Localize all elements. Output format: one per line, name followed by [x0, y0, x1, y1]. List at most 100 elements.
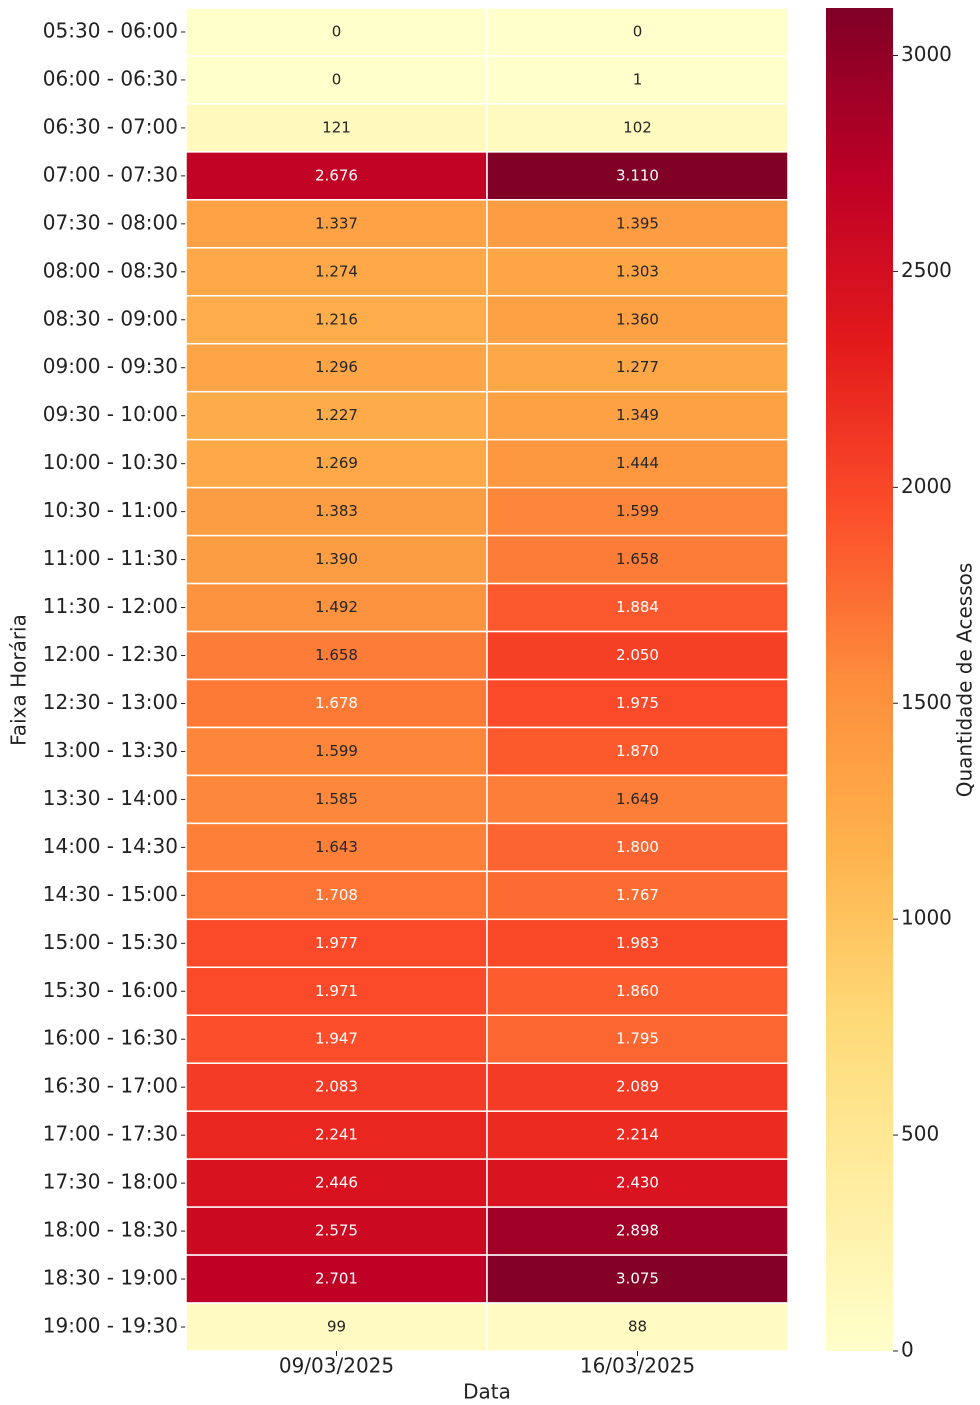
cell-label: 1.227 — [315, 406, 358, 424]
heatmap-cell — [185, 822, 488, 873]
cell-label: 1.383 — [315, 502, 358, 520]
cell-label: 1.947 — [315, 1030, 358, 1048]
heatmap-cell — [185, 438, 488, 489]
cell-label: 1.277 — [616, 358, 659, 376]
y-tick-label: 11:30 - 12:00 — [43, 594, 178, 618]
heatmap-cell — [486, 870, 789, 921]
cell-label: 1.971 — [315, 982, 358, 1000]
y-tick-label: 07:30 - 08:00 — [43, 210, 178, 234]
y-tick-label: 12:00 - 12:30 — [43, 642, 178, 666]
heatmap-cell — [185, 1254, 488, 1304]
heatmap-cell — [185, 1062, 488, 1112]
heatmap-cell — [486, 1110, 789, 1160]
cell-label: 2.050 — [616, 646, 659, 664]
x-tick-label: 16/03/2025 — [580, 1354, 695, 1378]
y-tick-label: 10:00 - 10:30 — [43, 450, 178, 474]
heatmap-cell — [185, 1014, 488, 1064]
heatmap-cell — [486, 247, 789, 297]
heatmap-cell — [486, 1158, 789, 1208]
heatmap-cell — [185, 247, 488, 297]
cell-label: 1.390 — [315, 550, 358, 568]
cell-label: 1.296 — [315, 358, 358, 376]
heatmap-cell — [185, 1302, 488, 1352]
y-tick-label: 16:00 - 16:30 — [43, 1026, 178, 1050]
heatmap-cell — [486, 630, 789, 681]
y-tick-label: 06:30 - 07:00 — [43, 114, 178, 138]
colorbar — [826, 8, 893, 1351]
y-tick-label: 13:00 - 13:30 — [43, 738, 178, 762]
colorbar-tick-label: 1500 — [901, 690, 952, 714]
cell-label: 2.430 — [616, 1174, 659, 1192]
cell-label: 1.599 — [315, 742, 358, 760]
heatmap-cell — [486, 966, 789, 1016]
y-tick-label: 10:30 - 11:00 — [43, 498, 178, 522]
cell-label: 3.075 — [616, 1270, 659, 1288]
cell-label: 102 — [623, 118, 652, 136]
colorbar-label: Quantidade de Acessos — [953, 563, 977, 798]
cell-label: 1 — [633, 70, 643, 88]
heatmap-cell — [185, 630, 488, 681]
cell-label: 2.446 — [315, 1174, 358, 1192]
y-axis-label: Faixa Horária — [7, 614, 31, 746]
cell-label: 1.870 — [616, 742, 659, 760]
y-tick-label: 14:30 - 15:00 — [43, 882, 178, 906]
heatmap-cell — [185, 1110, 488, 1160]
y-tick-label: 05:30 - 06:00 — [43, 18, 178, 42]
cell-label: 1.977 — [315, 934, 358, 952]
cell-label: 0 — [633, 22, 643, 40]
cell-label: 1.975 — [616, 694, 659, 712]
colorbar-tick-label: 0 — [901, 1338, 914, 1362]
cell-label: 99 — [327, 1318, 346, 1336]
heatmap-cell — [486, 199, 789, 249]
cell-label: 0 — [332, 70, 342, 88]
y-tick-label: 14:00 - 14:30 — [43, 834, 178, 858]
cell-label: 1.269 — [315, 454, 358, 472]
cell-label: 3.110 — [616, 166, 659, 184]
y-tick-label: 11:00 - 11:30 — [43, 546, 178, 570]
cell-label: 1.884 — [616, 598, 659, 616]
heatmap-cell — [486, 678, 789, 729]
heatmap-cell — [185, 870, 488, 921]
heatmap-cell — [486, 1302, 789, 1352]
heatmap-cell — [185, 486, 488, 537]
y-tick-label: 06:00 - 06:30 — [43, 66, 178, 90]
colorbar-tick-label: 500 — [901, 1122, 939, 1146]
cell-label: 1.678 — [315, 694, 358, 712]
cell-label: 2.898 — [616, 1222, 659, 1240]
cell-label: 1.599 — [616, 502, 659, 520]
heatmap-cell — [185, 343, 488, 393]
heatmap-cell — [486, 295, 789, 345]
heatmap-cell — [486, 822, 789, 873]
heatmap-cell — [486, 390, 789, 441]
y-tick-label: 19:00 - 19:30 — [43, 1314, 178, 1338]
heatmap-cell — [185, 582, 488, 633]
heatmap-cell — [486, 534, 789, 585]
cell-label: 1.795 — [616, 1030, 659, 1048]
heatmap-cell — [486, 7, 789, 57]
cell-label: 1.444 — [616, 454, 659, 472]
heatmap-cell — [486, 918, 789, 969]
heatmap-cell — [486, 438, 789, 489]
colorbar-tick-label: 1000 — [901, 906, 952, 930]
heatmap-cell — [486, 1062, 789, 1112]
y-tick-label: 12:30 - 13:00 — [43, 690, 178, 714]
heatmap-cell — [185, 966, 488, 1016]
cell-label: 2.214 — [616, 1126, 659, 1144]
cell-label: 1.658 — [616, 550, 659, 568]
heatmap-cell — [486, 343, 789, 393]
cell-label: 1.643 — [315, 838, 358, 856]
heatmap-cell — [486, 1254, 789, 1304]
x-tick-label: 09/03/2025 — [279, 1354, 394, 1378]
cell-label: 1.274 — [315, 262, 358, 280]
y-tick-label: 17:00 - 17:30 — [43, 1122, 178, 1146]
heatmap-cell — [486, 1014, 789, 1064]
cell-label: 1.337 — [315, 214, 358, 232]
heatmap-cell — [185, 390, 488, 441]
cell-label: 1.649 — [616, 790, 659, 808]
cell-label: 88 — [628, 1318, 647, 1336]
cell-label: 1.360 — [616, 310, 659, 328]
cell-label: 1.800 — [616, 838, 659, 856]
heatmap-cell — [185, 199, 488, 249]
y-tick-label: 18:00 - 18:30 — [43, 1218, 178, 1242]
